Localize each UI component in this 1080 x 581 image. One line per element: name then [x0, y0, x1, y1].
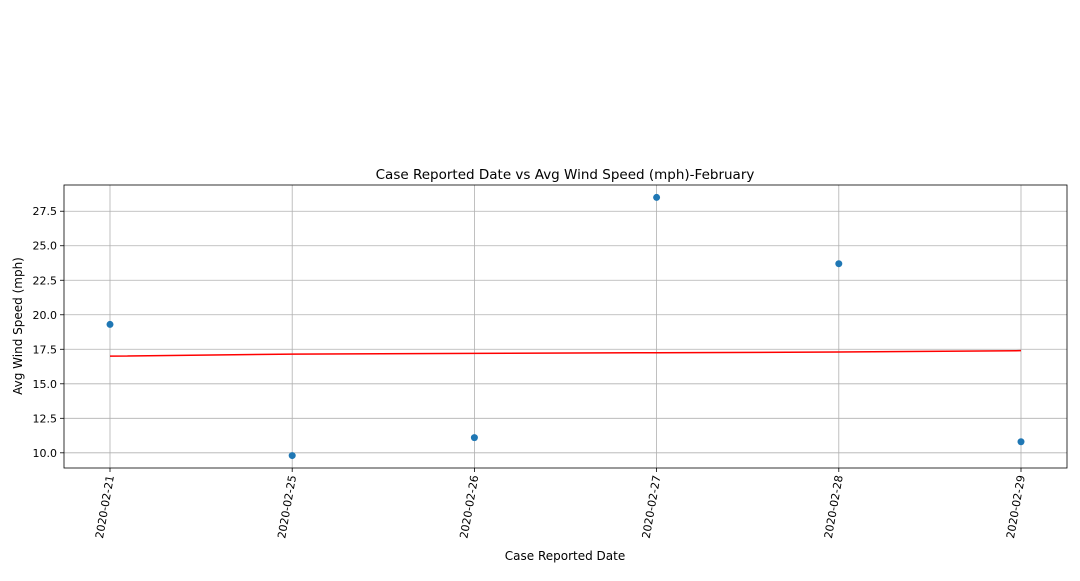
x-tick-label: 2020-02-27	[640, 474, 664, 539]
x-tick-label: 2020-02-25	[275, 474, 299, 539]
y-tick-label: 20.0	[33, 309, 58, 322]
x-tick-label: 2020-02-26	[457, 474, 481, 539]
data-point	[653, 193, 661, 201]
trend-line-layer	[109, 349, 1022, 357]
trend-line	[109, 349, 1022, 357]
y-axis-label: Avg Wind Speed (mph)	[11, 257, 25, 395]
x-axis-label: Case Reported Date	[505, 549, 625, 563]
y-tick-label: 22.5	[33, 274, 58, 287]
data-point	[470, 434, 478, 442]
data-point	[835, 260, 843, 268]
data-point	[288, 452, 296, 460]
y-tick-label: 12.5	[33, 412, 58, 425]
y-tick-label: 15.0	[33, 378, 58, 391]
y-tick-label: 27.5	[33, 205, 58, 218]
data-point	[1017, 438, 1025, 446]
data-points	[106, 193, 1025, 460]
x-tick-label: 2020-02-28	[822, 474, 846, 539]
y-tick-label: 10.0	[33, 447, 58, 460]
grid-lines	[64, 185, 1067, 468]
plot-frame	[63, 184, 1068, 469]
chart-title: Case Reported Date vs Avg Wind Speed (mp…	[376, 167, 755, 183]
x-tick-label: 2020-02-29	[1004, 474, 1028, 539]
y-tick-label: 17.5	[33, 343, 58, 356]
data-point	[106, 320, 114, 328]
y-tick-label: 25.0	[33, 240, 58, 253]
axes: 10.0 12.5 15.0 17.5 20.0 22.5 25.0 27.5 2020-02-…	[33, 184, 1068, 539]
x-tick-label: 2020-02-21	[93, 474, 117, 539]
